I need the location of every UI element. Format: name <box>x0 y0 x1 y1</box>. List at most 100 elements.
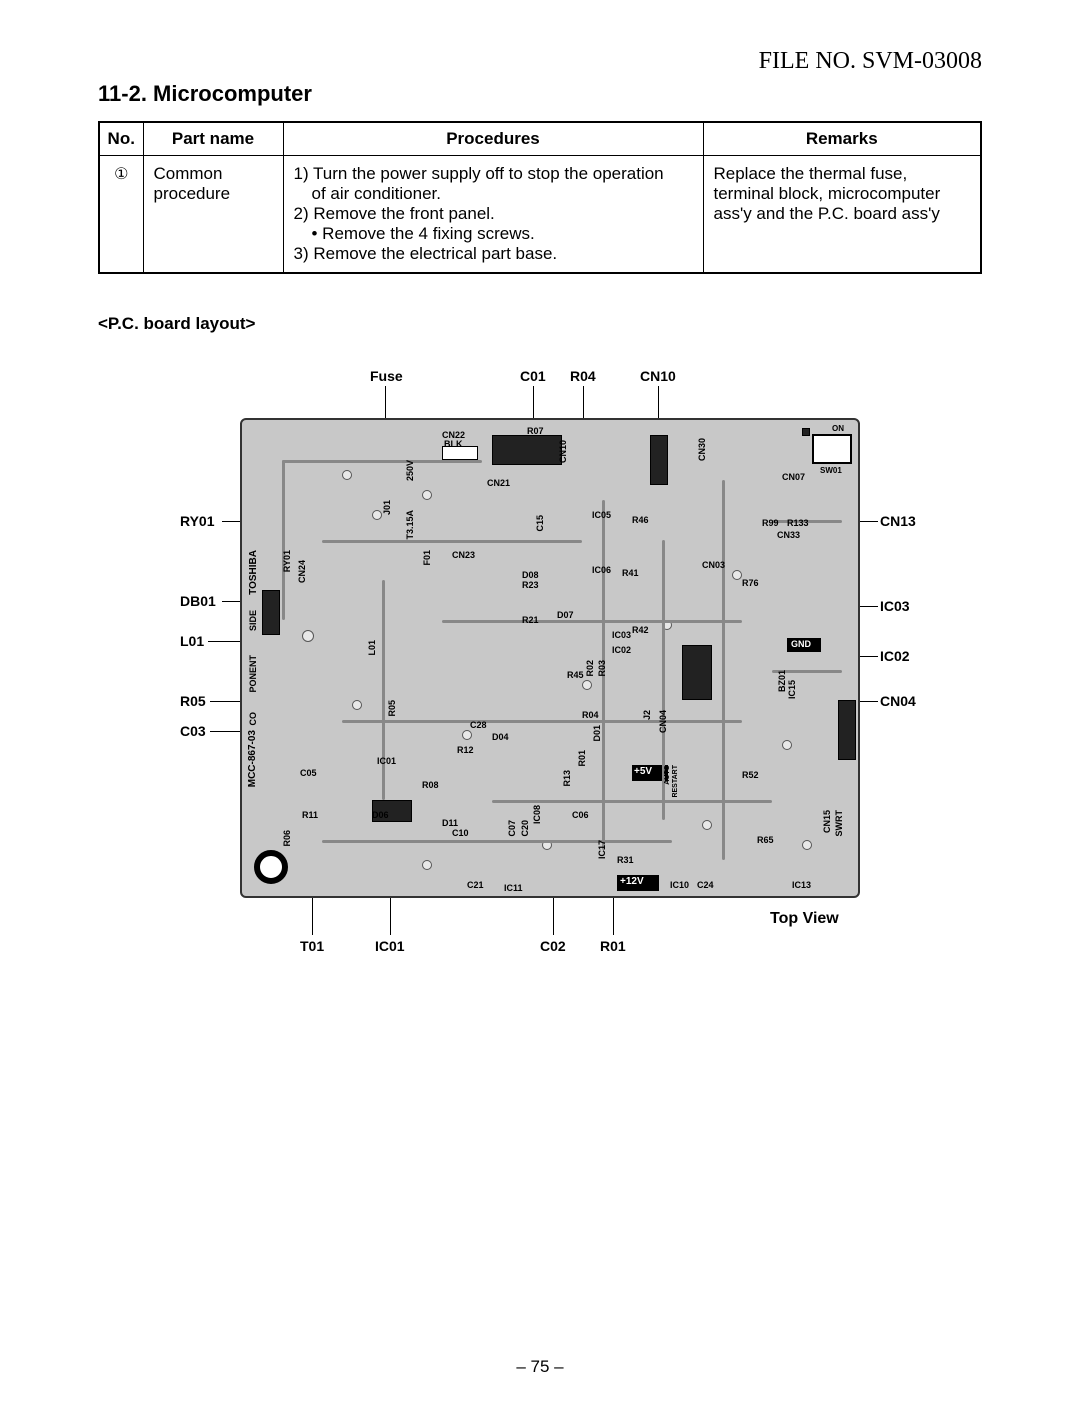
pcb-text-c10: C10 <box>452 828 469 838</box>
pcb-text-r46: R46 <box>632 515 649 525</box>
proc-line-1b: of air conditioner. <box>294 184 693 204</box>
pcb-text-r08: R08 <box>422 780 439 790</box>
pcb-text-ic10: IC10 <box>670 880 689 890</box>
pcb-text-r52: R52 <box>742 770 759 780</box>
label-c02: C02 <box>540 938 566 954</box>
pcb-text-c06: C06 <box>572 810 589 820</box>
pcb-text-co: CO <box>248 712 258 726</box>
pcb-text-d01: D01 <box>592 725 602 742</box>
pcb-text-d04: D04 <box>492 732 509 742</box>
th-proc: Procedures <box>283 122 703 156</box>
pcb-text-c24: C24 <box>697 880 714 890</box>
proc-line-3: • Remove the 4 fixing screws. <box>294 224 693 244</box>
pad <box>352 700 362 710</box>
pcb-text-r01b: R01 <box>577 750 587 767</box>
pad <box>422 860 432 870</box>
trace <box>382 580 385 800</box>
pcb-text-c15: C15 <box>535 515 545 532</box>
pcb-text-ic15: IC15 <box>787 680 797 699</box>
pcb-text-d11: D11 <box>442 818 458 828</box>
pcb-text-ic01b: IC01 <box>377 756 396 766</box>
trace <box>722 480 725 860</box>
pcb-text-p5v: +5V <box>634 766 652 777</box>
pcb-text-r04b: R04 <box>582 710 599 720</box>
pcb-text-cn33: CN33 <box>777 530 800 540</box>
pad <box>802 840 812 850</box>
pcb-text-r21: R21 <box>522 615 539 625</box>
label-ic01: IC01 <box>375 938 405 954</box>
pcb-text-r05b: R05 <box>387 700 397 717</box>
pcb-text-r65: R65 <box>757 835 774 845</box>
procedure-table: No. Part name Procedures Remarks ① Commo… <box>98 121 982 274</box>
pcb-text-r76: R76 <box>742 578 759 588</box>
chip <box>682 645 712 700</box>
row-part: Common procedure <box>143 156 283 274</box>
pcb-text-ic08: IC08 <box>532 805 542 824</box>
proc-line-1: 1) Turn the power supply off to stop the… <box>294 164 664 183</box>
pcb-text-restart: RESTART <box>672 765 679 798</box>
pcb-text-d07: D07 <box>557 610 574 620</box>
label-db01: DB01 <box>180 593 216 609</box>
pcb-text-c05: C05 <box>300 768 317 778</box>
trace <box>322 540 582 543</box>
pcb-text-r41: R41 <box>622 568 639 578</box>
pcb-text-p12v: +12V <box>620 876 644 887</box>
pcb-text-cn30: CN30 <box>697 438 707 461</box>
pad <box>782 740 792 750</box>
pcb-text-r45: R45 <box>567 670 584 680</box>
pcb-text-ic06: IC06 <box>592 565 611 575</box>
pcb-text-f01: F01 <box>422 550 432 566</box>
chip <box>492 435 562 465</box>
pad <box>582 680 592 690</box>
label-r01: R01 <box>600 938 626 954</box>
pcb-text-ic11: IC11 <box>504 883 523 893</box>
pcb-text-d08: D08 <box>522 570 539 580</box>
pad <box>462 730 472 740</box>
pcb-text-c20: C20 <box>520 820 530 837</box>
th-part: Part name <box>143 122 283 156</box>
chip <box>838 700 856 760</box>
pcb-text-t315a: T3.15A <box>405 510 415 540</box>
section-title: 11-2. Microcomputer <box>98 81 982 107</box>
pcb-text-r99: R99 <box>762 518 779 528</box>
pad <box>732 570 742 580</box>
pcb-text-r03: R03 <box>597 660 607 677</box>
pcb-text-r133: R133 <box>787 518 809 528</box>
pcb-text-r07: R07 <box>527 426 544 436</box>
pcb-text-cn15: CN15 <box>822 810 832 833</box>
pcb-text-swrt: SWRT <box>834 810 844 837</box>
pcb-text-ic13: IC13 <box>792 880 811 890</box>
pcb-text-auto: AUTO <box>664 765 671 785</box>
label-c03: C03 <box>180 723 206 739</box>
label-ry01: RY01 <box>180 513 215 529</box>
label-r04: R04 <box>570 368 596 384</box>
trace <box>282 460 482 463</box>
pcb-text-250v: 250V <box>405 460 415 481</box>
label-cn13: CN13 <box>880 513 916 529</box>
th-remarks: Remarks <box>703 122 981 156</box>
pcb-text-c07: C07 <box>507 820 517 837</box>
pcb-text-r11: R11 <box>302 810 318 820</box>
pcb-text-ry01b: RY01 <box>282 550 292 572</box>
pcb-text-gnd: GND <box>791 639 811 649</box>
layout-title: <P.C. board layout> <box>98 314 982 334</box>
pcb-text-r12: R12 <box>457 745 474 755</box>
pcb-text-toshiba: TOSHIBA <box>248 550 259 595</box>
proc-line-2: 2) Remove the front panel. <box>294 204 495 223</box>
trace <box>442 620 742 623</box>
pcb-text-on: ON <box>832 424 844 433</box>
label-ic03: IC03 <box>880 598 910 614</box>
label-cn10: CN10 <box>640 368 676 384</box>
mounting-hole <box>254 850 288 884</box>
pcb-text-r13: R13 <box>562 770 572 787</box>
pad <box>342 470 352 480</box>
pcb-board: +5V +12V GND CN22 BLK <box>240 418 860 898</box>
label-topview: Top View <box>770 910 839 928</box>
page-number: – 75 – <box>0 1357 1080 1377</box>
pcb-text-cn21: CN21 <box>487 478 510 488</box>
proc-line-4: 3) Remove the electrical part base. <box>294 244 558 263</box>
chip <box>262 590 280 635</box>
pcb-diagram: Fuse C01 R04 CN10 RY01 DB01 L01 R05 C03 … <box>180 358 900 958</box>
pcb-text-j01: J01 <box>382 500 392 515</box>
pcb-text-ic05: IC05 <box>592 510 611 520</box>
